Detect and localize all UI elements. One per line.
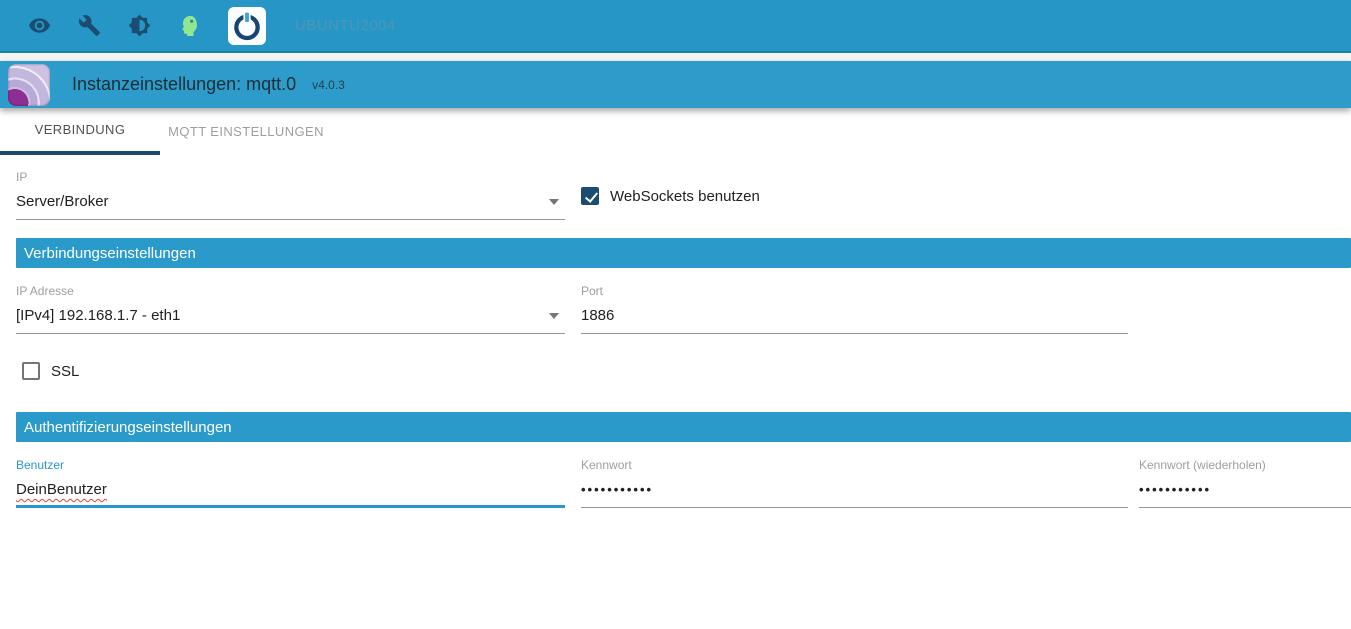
row-auth: Benutzer DeinBenutzer Kennwort •••••••••… [0, 458, 1351, 508]
websockets-label: WebSockets benutzen [610, 187, 760, 205]
section-header-auth: Authentifizierungseinstellungen [16, 412, 1351, 442]
dropdown-arrow-icon [549, 313, 559, 319]
instance-title-bar: Instanzeinstellungen: mqtt.0 v4.0.3 [0, 61, 1351, 108]
port-input[interactable]: 1886 [581, 305, 1128, 334]
ssl-checkbox-row[interactable]: SSL [22, 362, 1351, 380]
dropdown-arrow-icon [549, 199, 559, 205]
app-top-bar: UBUNTU2004 [0, 0, 1351, 53]
websockets-checkbox-row[interactable]: WebSockets benutzen [581, 187, 1128, 205]
field-ip-address: IP Adresse [IPv4] 192.168.1.7 - eth1 [16, 284, 565, 334]
websockets-checkbox[interactable] [581, 187, 599, 205]
ssl-label: SSL [51, 362, 80, 380]
page-title: Instanzeinstellungen: mqtt.0 [72, 74, 297, 94]
ip-type-select[interactable]: Server/Broker [16, 191, 565, 220]
wrench-icon[interactable] [78, 14, 101, 37]
port-label: Port [581, 284, 604, 298]
field-user: Benutzer DeinBenutzer [16, 458, 565, 508]
row-ip-port: IP Adresse [IPv4] 192.168.1.7 - eth1 Por… [0, 284, 1351, 334]
field-websockets: WebSockets benutzen [581, 170, 1128, 220]
ip-type-value: Server/Broker [16, 193, 109, 210]
password-repeat-input[interactable]: ••••••••••• [1139, 479, 1351, 508]
password-input[interactable]: ••••••••••• [581, 479, 1128, 508]
tab-bar: VERBINDUNG MQTT EINSTELLUNGEN [0, 108, 1351, 155]
password-repeat-value: ••••••••••• [1139, 482, 1212, 497]
settings-form: IP Server/Broker WebSockets benutzen Ver… [0, 170, 1351, 508]
titlebar-wrap: Instanzeinstellungen: mqtt.0 v4.0.3 [0, 53, 1351, 108]
ssl-checkbox[interactable] [22, 362, 40, 380]
password-value: ••••••••••• [581, 482, 654, 497]
visibility-icon[interactable] [28, 14, 51, 37]
tab-mqtt-einstellungen[interactable]: MQTT EINSTELLUNGEN [168, 124, 324, 139]
iobroker-logo[interactable] [228, 6, 266, 45]
password-repeat-label: Kennwort (wiederholen) [1139, 458, 1266, 472]
field-password: Kennwort ••••••••••• [581, 458, 1128, 508]
adapter-version: v4.0.3 [312, 77, 345, 92]
hostname-label: UBUNTU2004 [295, 17, 396, 34]
field-ip-type: IP Server/Broker [16, 170, 565, 220]
user-input[interactable]: DeinBenutzer [16, 479, 565, 508]
row-ip-type: IP Server/Broker WebSockets benutzen [0, 170, 1351, 220]
tab-verbindung[interactable]: VERBINDUNG [0, 108, 160, 155]
expert-mode-icon[interactable] [178, 14, 201, 37]
field-password-repeat: Kennwort (wiederholen) ••••••••••• [1139, 458, 1351, 508]
section-header-connection: Verbindungseinstellungen [16, 238, 1351, 268]
user-label: Benutzer [16, 458, 65, 472]
ip-address-label: IP Adresse [16, 284, 74, 298]
ip-address-value: [IPv4] 192.168.1.7 - eth1 [16, 307, 181, 324]
ip-type-label: IP [16, 170, 28, 184]
ip-address-select[interactable]: [IPv4] 192.168.1.7 - eth1 [16, 305, 565, 334]
field-port: Port 1886 [581, 284, 1128, 334]
brightness-icon[interactable] [128, 14, 151, 37]
user-value: DeinBenutzer [16, 481, 107, 498]
password-label: Kennwort [581, 458, 632, 472]
mqtt-adapter-icon [8, 63, 50, 106]
